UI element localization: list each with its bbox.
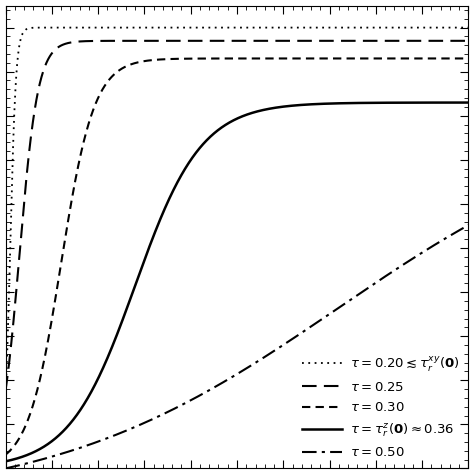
- Legend: $\tau = 0.20 \lesssim \tau_r^{xy}(\mathbf{0})$, $\tau = 0.25$, $\tau = 0.30$, $\: $\tau = 0.20 \lesssim \tau_r^{xy}(\mathb…: [297, 350, 465, 465]
